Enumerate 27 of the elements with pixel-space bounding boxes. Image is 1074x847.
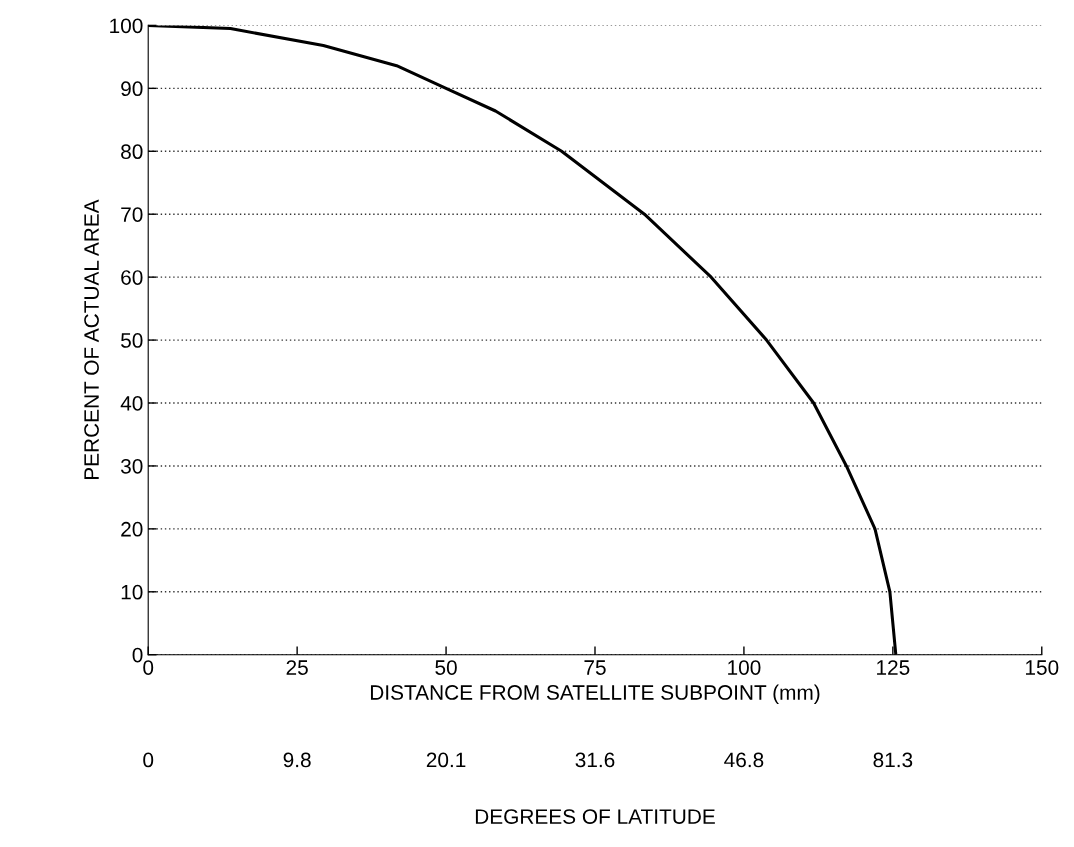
text: 20.1	[426, 752, 466, 768]
x-tick-label: 125	[877, 660, 910, 675]
text: 81.3	[873, 752, 913, 768]
y-tick-label: 10	[121, 584, 143, 600]
text: 9.8	[283, 752, 311, 768]
y-tick-label: 70	[121, 207, 143, 222]
text: 0	[143, 752, 154, 768]
text: 46.8	[724, 752, 764, 768]
y-tick-label: 30	[120, 458, 143, 474]
text: 31.6	[575, 752, 615, 768]
y-tick-label: 20	[121, 521, 143, 537]
text: DEGREES OF LATITUDE	[475, 809, 715, 824]
x-tick-label: 50	[435, 660, 457, 675]
y-tick-label: 40	[120, 396, 143, 411]
y-axis-title: PERCENT OF ACTUAL AREA	[84, 199, 99, 480]
x-tick-label: 150	[1025, 660, 1059, 675]
x-tick-label: 25	[286, 660, 308, 675]
y-tick-label: 60	[121, 270, 143, 285]
y-tick-label: 90	[121, 81, 143, 97]
y-tick-label: 100	[110, 18, 143, 34]
y-tick-label: 0	[132, 647, 143, 663]
x-tick-label: 100	[728, 660, 761, 675]
x-tick-label: 0	[143, 660, 154, 675]
x-axis-title: DISTANCE FROM SATELLITE SUBPOINT (mm)	[370, 684, 820, 704]
y-tick-label: 80	[121, 144, 143, 160]
x-tick-label: 75	[584, 660, 606, 675]
y-tick-label: 50	[121, 333, 143, 348]
